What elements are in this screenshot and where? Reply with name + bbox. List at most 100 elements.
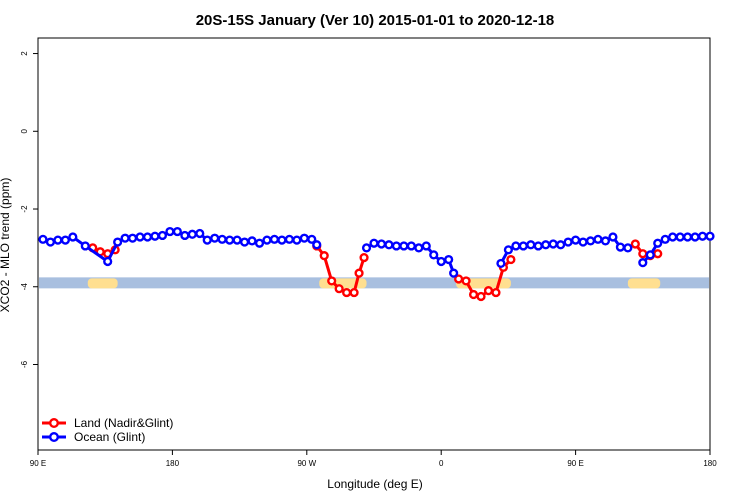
x-tick-label: 180 [166,459,180,468]
legend-label: Ocean (Glint) [74,430,145,444]
data-point [399,241,409,251]
land-band [627,278,661,289]
data-point [506,254,516,265]
data-point [414,243,424,253]
data-point [342,287,352,298]
data-point [307,234,317,244]
data-point [491,287,501,298]
data-point [157,230,168,241]
legend-marker [49,432,60,443]
data-point [391,241,402,251]
data-point [187,229,197,239]
data-point [254,238,265,248]
y-tick-label: 2 [20,51,29,56]
data-point [269,234,280,244]
land-band [87,278,118,289]
data-point [660,234,670,244]
data-point [349,287,359,298]
plot-frame [37,37,711,451]
data-point [526,240,536,250]
y-tick-label: 0 [20,129,29,134]
data-point [202,235,212,245]
data-point [638,249,648,259]
data-point [80,241,90,251]
data-point [421,241,431,251]
data-point [38,234,48,244]
data-point [705,231,715,241]
data-point [103,256,113,267]
ocean-band [39,277,709,289]
data-point [354,268,364,278]
data-point [210,233,220,243]
data-point [142,232,153,242]
data-point [682,232,693,242]
data-point [533,241,543,251]
x-tick-label: 0 [439,459,444,468]
data-point [630,239,640,249]
data-point [376,239,387,249]
data-point [468,289,479,300]
data-point [68,232,78,242]
data-point [45,237,56,247]
legend-marker [49,418,60,429]
data-point [217,234,227,244]
data-point [675,232,685,242]
data-point [406,241,416,251]
data-point [436,256,446,267]
data-point [593,234,603,244]
data-point [284,234,294,244]
data-point [548,239,558,249]
data-point [60,235,70,245]
data-point [232,235,242,245]
legend-label: Land (Nadir&Glint) [74,416,173,430]
data-point [225,235,235,245]
data-point [496,258,506,269]
x-tick-label: 90 W [297,459,316,468]
data-point [113,237,123,247]
data-point [277,235,287,245]
x-axis-label: Longitude (deg E) [327,477,422,491]
chart-title: 20S-15S January (Ver 10) 2015-01-01 to 2… [196,12,555,29]
data-point [180,230,190,241]
data-point [444,254,454,265]
data-point [570,235,581,245]
data-point [165,226,175,237]
data-point [127,233,138,243]
background-band [39,277,709,289]
data-point [518,241,528,251]
data-point [503,245,514,255]
data-point [292,235,302,245]
data-point [578,237,588,247]
data-point [615,242,626,252]
data-point [600,236,611,246]
data-point [334,284,344,294]
y-tick-label: -6 [20,360,29,368]
data-point [327,276,337,286]
data-point [556,240,566,250]
data-point [690,232,700,242]
series-ocean [38,226,715,278]
data-point [563,237,573,247]
data-point [608,232,618,242]
data-point [645,250,655,260]
data-point [511,241,521,251]
x-axis: 90 E 180 90 W 0 90 E 180 [30,450,717,468]
data-point [359,253,369,263]
data-point [653,249,663,259]
data-point [541,240,551,250]
y-axis: 2 0 -2 -4 -6 [20,51,38,368]
data-point [120,233,130,243]
data-point [135,232,145,242]
data-point [449,268,459,278]
data-point [150,231,160,241]
data-point [239,237,250,247]
y-tick-label: -2 [20,205,29,213]
data-point [312,240,322,250]
data-point [247,236,257,246]
data-point [299,233,309,243]
data-point [483,286,494,296]
data-point [361,243,372,253]
y-tick-label: -4 [20,283,29,291]
data-point [429,250,439,260]
